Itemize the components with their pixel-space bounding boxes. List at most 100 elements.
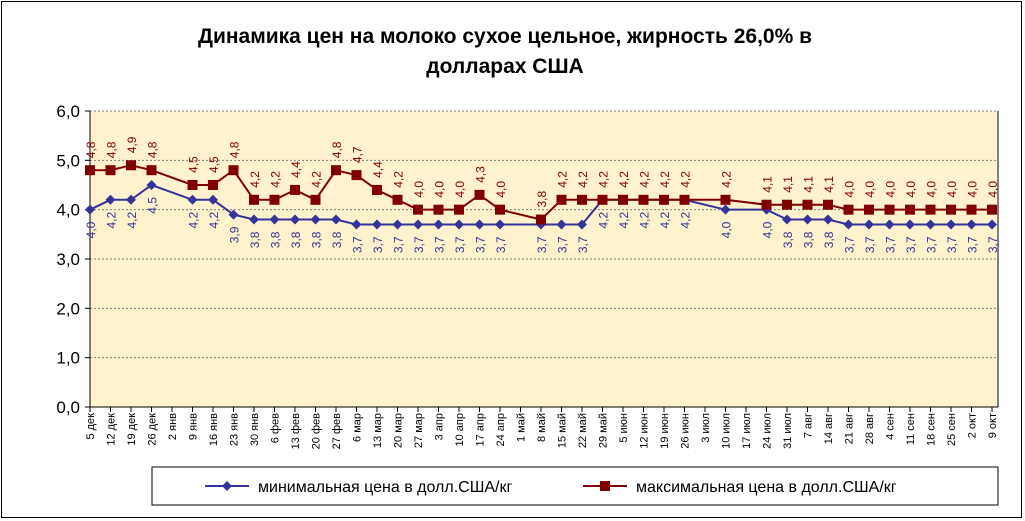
data-label: 4,0	[863, 181, 877, 198]
x-tick-label: 20 фев	[311, 413, 323, 449]
data-label: 3,7	[392, 236, 406, 253]
data-point-min	[249, 214, 259, 225]
data-label: 4,2	[576, 171, 590, 188]
data-point-max	[413, 204, 423, 215]
data-point-min	[433, 219, 444, 230]
data-label: 4,2	[392, 171, 406, 188]
y-tick-label: 5,0	[56, 151, 80, 170]
data-label: 3,8	[535, 191, 549, 208]
data-label: 3,7	[453, 236, 467, 253]
x-tick-label: 25 сен	[946, 413, 958, 446]
data-label: 4,9	[125, 136, 139, 153]
data-label: 4,0	[494, 181, 508, 198]
y-tick-label: 6,0	[56, 102, 80, 121]
x-tick-label: 22 май	[577, 413, 589, 448]
x-tick-label: 26 июн	[680, 413, 692, 449]
x-tick-label: 12 дек	[106, 413, 118, 446]
data-point-min	[720, 204, 731, 215]
x-tick-label: 19 июн	[659, 413, 671, 449]
x-tick-label: 24 июл	[762, 413, 774, 449]
data-point-min	[884, 219, 895, 230]
data-label: 4,2	[638, 211, 652, 228]
data-label: 4,5	[207, 156, 221, 173]
data-label: 3,7	[576, 236, 590, 253]
legend-label: минимальная цена в долл.США/кг	[258, 479, 512, 496]
data-label: 4,2	[207, 211, 221, 228]
data-point-max	[884, 204, 895, 215]
x-tick-label: 27 фев	[331, 413, 343, 449]
data-label: 3,7	[945, 236, 959, 253]
data-label: 4,5	[146, 197, 160, 214]
x-tick-label: 1 май	[516, 413, 528, 442]
x-tick-label: 30 янв	[249, 413, 261, 446]
data-point-max	[372, 184, 382, 195]
data-point-min	[228, 209, 239, 220]
data-point-min	[474, 219, 485, 230]
data-point-min	[126, 194, 136, 205]
data-point-max	[679, 194, 690, 205]
data-label: 3,7	[351, 236, 365, 253]
data-point-min	[823, 214, 833, 225]
data-label: 4,2	[125, 211, 139, 228]
x-tick-label: 17 апр	[475, 413, 487, 446]
data-label: 3,8	[269, 231, 283, 248]
x-tick-label: 11 сен	[905, 413, 917, 445]
data-label: 4,2	[556, 171, 570, 188]
y-tick-label: 0,0	[56, 398, 80, 417]
x-tick-label: 31 июл	[782, 413, 794, 449]
chart-title-line-1: Динамика цен на молоко сухое цельное, жи…	[197, 25, 813, 48]
data-point-max	[433, 204, 444, 215]
data-point-max	[331, 165, 341, 176]
x-tick-label: 7 авг	[803, 413, 815, 438]
data-point-min	[925, 219, 936, 230]
data-point-max	[720, 194, 731, 205]
data-point-min	[495, 219, 505, 230]
x-tick-label: 19 дек	[126, 413, 138, 446]
data-point-max	[392, 194, 403, 205]
data-label: 3,7	[884, 236, 898, 253]
data-label: 4,2	[248, 171, 262, 188]
data-label: 4,3	[474, 166, 488, 183]
data-point-min	[413, 219, 423, 230]
x-tick-label: 6 фев	[270, 413, 282, 443]
data-label: 4,8	[105, 141, 119, 158]
data-label: 3,7	[904, 236, 918, 253]
data-label: 3,7	[494, 236, 508, 253]
data-point-max	[618, 194, 628, 205]
chart-title-line-2: долларах США	[426, 55, 584, 78]
x-tick-label: 18 сен	[926, 413, 938, 446]
data-point-min	[782, 214, 792, 225]
data-point-min	[966, 219, 977, 230]
data-point-min	[577, 219, 587, 230]
data-point-max	[577, 194, 587, 205]
data-point-min	[269, 214, 280, 225]
data-label: 4,2	[658, 171, 672, 188]
data-point-max	[310, 194, 321, 205]
data-point-min	[146, 180, 157, 190]
data-label: 4,0	[412, 181, 426, 198]
data-point-min	[290, 214, 300, 225]
data-label: 4,0	[904, 181, 918, 198]
x-tick-label: 13 мар	[372, 413, 384, 448]
data-label: 3,8	[289, 231, 303, 248]
data-point-min	[802, 214, 813, 225]
data-point-max	[782, 199, 792, 210]
data-label: 4,0	[945, 181, 959, 198]
x-tick-label: 2 янв	[167, 413, 179, 440]
data-label: 4,0	[884, 181, 898, 198]
data-label: 4,2	[187, 211, 201, 228]
data-point-max	[290, 184, 300, 195]
data-label: 4,2	[679, 211, 693, 228]
data-label: 4,2	[617, 171, 631, 188]
data-label: 4,1	[802, 176, 816, 193]
legend-marker-square	[600, 481, 610, 491]
x-tick-label: 21 авг	[844, 413, 856, 444]
x-tick-label: 26 дек	[147, 413, 159, 446]
data-label: 4,2	[597, 211, 611, 228]
data-point-max	[597, 194, 608, 205]
y-tick-label: 2,0	[56, 299, 80, 318]
data-label: 3,7	[371, 236, 385, 253]
x-tick-label: 13 фев	[290, 413, 302, 449]
data-label: 3,8	[781, 231, 795, 248]
data-label: 4,8	[84, 141, 98, 158]
